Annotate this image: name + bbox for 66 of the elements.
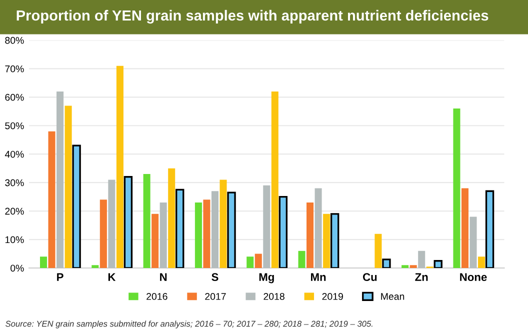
bar (298, 250, 306, 268)
bar (246, 256, 254, 268)
bar (124, 176, 133, 268)
bar (382, 258, 391, 268)
y-tick-label: 10% (5, 236, 24, 244)
bar (227, 192, 236, 268)
bar (203, 200, 210, 268)
x-tick-label: Cu (362, 273, 377, 282)
bar (470, 216, 477, 268)
bar (40, 256, 48, 268)
x-tick-label: S (212, 273, 218, 282)
bar (323, 214, 330, 268)
bar (410, 265, 417, 268)
bar (100, 200, 107, 268)
bar (263, 185, 270, 268)
bar (64, 106, 72, 268)
bar (211, 191, 218, 268)
bar (116, 66, 124, 268)
legend-label: 2016 (146, 293, 168, 300)
bar (374, 234, 382, 268)
y-tick-label: 20% (5, 208, 24, 215)
legend-label: 2017 (205, 293, 226, 300)
bar (56, 91, 64, 268)
x-tick-label: K (108, 273, 116, 281)
bar (461, 188, 468, 268)
y-tick-label: 0% (10, 264, 24, 272)
bar (434, 260, 442, 268)
bar (306, 202, 314, 268)
bar (314, 188, 322, 268)
y-tick-label: 30% (5, 179, 24, 186)
bar (453, 108, 460, 268)
y-tick-label: 50% (5, 122, 24, 130)
bar (176, 188, 184, 268)
x-tick-label: N (160, 273, 167, 281)
bar (72, 144, 81, 268)
bar (92, 265, 99, 268)
source-note: Source: YEN grain samples submitted for analysis; 2016 – 70; 2017 – 280; 2018 – 281; 2019 – 305. (6, 320, 372, 328)
chart-title: Proportion of YEN grain samples with apparent nutrient deficiencies (16, 10, 488, 24)
y-tick-label: 80% (5, 36, 24, 44)
bar (220, 180, 227, 268)
bar (478, 256, 486, 268)
x-tick-label: P (57, 273, 64, 281)
x-tick-label: Mg (259, 273, 274, 284)
legend-label: Mean (381, 293, 404, 300)
legend-label: 2018 (264, 293, 284, 300)
bar (152, 214, 159, 268)
bar (143, 174, 150, 268)
bar (194, 202, 202, 268)
legend-label: 2019 (322, 293, 343, 300)
y-tick-label: 70% (5, 65, 24, 72)
bar (108, 180, 116, 268)
bar (330, 213, 340, 268)
x-tick-label: None (460, 273, 487, 282)
bar (160, 202, 167, 268)
y-tick-label: 40% (4, 150, 24, 158)
bar (278, 196, 288, 268)
bar (48, 131, 56, 268)
bar (271, 91, 278, 268)
bar (485, 190, 494, 268)
bar (418, 250, 426, 268)
x-tick-label: Mn (311, 273, 326, 281)
y-tick-label: 60% (5, 94, 24, 101)
bar (168, 168, 176, 268)
x-tick-label: Zn (415, 273, 428, 281)
bar (402, 265, 409, 268)
bar (254, 254, 262, 268)
